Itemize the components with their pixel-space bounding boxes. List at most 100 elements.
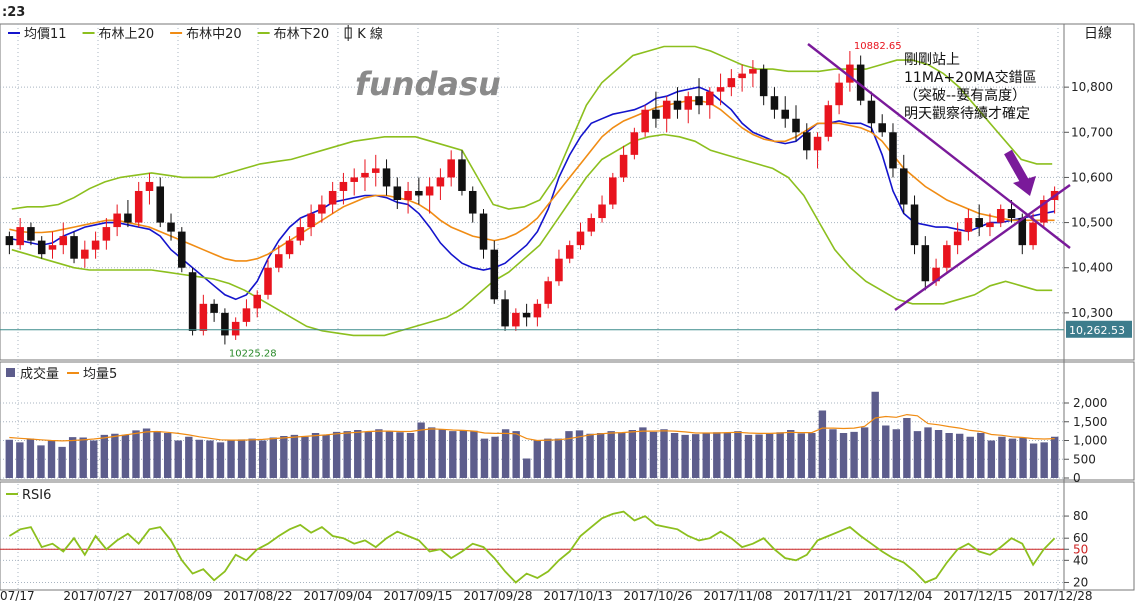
volume-bar xyxy=(575,430,584,478)
volume-bar xyxy=(713,432,721,478)
candle-body xyxy=(716,87,725,92)
candle-body xyxy=(382,168,391,187)
candle-body xyxy=(803,132,811,151)
candle-body xyxy=(328,190,337,205)
candle-body xyxy=(964,218,973,232)
volume-bar xyxy=(596,433,605,478)
date-tick-label: 2017/09/04 xyxy=(303,589,372,601)
volume-bar xyxy=(153,431,161,478)
volume-bar xyxy=(512,431,520,478)
candle-body xyxy=(770,96,779,110)
candle-body xyxy=(824,105,833,137)
candle-body xyxy=(188,272,197,331)
volume-bar xyxy=(417,422,425,478)
candle-body xyxy=(458,159,466,191)
date-tick-label: 2017/09/15 xyxy=(383,589,452,601)
candle-body xyxy=(1029,222,1037,246)
volume-bar xyxy=(776,432,784,478)
rsi-tick-label: 40 xyxy=(1073,553,1088,567)
candle-body xyxy=(813,136,822,151)
series-line xyxy=(11,133,1053,337)
candle-body xyxy=(339,181,348,191)
volume-bar xyxy=(966,436,974,478)
low-price-label: 10225.28 xyxy=(229,348,277,359)
series-line xyxy=(11,45,1053,210)
arrow-head xyxy=(1013,176,1036,196)
candle-body xyxy=(70,236,78,259)
volume-bar xyxy=(744,434,753,478)
candle-body xyxy=(835,82,843,106)
candle-body xyxy=(275,254,283,268)
candle-body xyxy=(490,249,499,300)
candle-body xyxy=(318,204,326,214)
volume-bar xyxy=(618,433,626,478)
candle-body xyxy=(37,240,46,255)
candle-body xyxy=(878,123,886,133)
volume-bar xyxy=(227,440,235,478)
volume-panel-frame xyxy=(0,361,1135,481)
candle-body xyxy=(706,91,714,106)
volume-bar xyxy=(755,434,763,478)
volume-bar xyxy=(639,427,647,478)
rsi-tick-label: 20 xyxy=(1073,575,1088,589)
volume-bar xyxy=(311,433,320,478)
volume-bar xyxy=(501,429,510,478)
candle-body xyxy=(576,231,585,246)
candle-body xyxy=(565,245,574,259)
volume-bar xyxy=(174,440,182,478)
arrow-shaft xyxy=(1004,149,1029,185)
volume-bar xyxy=(797,433,805,478)
price-legend: 均價11 布林上20 布林中20 布林下20 K 線 xyxy=(8,25,383,42)
candle-body xyxy=(91,240,100,250)
candle-body xyxy=(264,267,272,295)
volume-bar xyxy=(723,433,732,478)
candle-body xyxy=(16,227,24,246)
annotation-line: 11MA+20MA交錯區 xyxy=(904,69,1037,86)
volume-bar xyxy=(343,431,351,478)
volume-bar xyxy=(808,433,816,478)
volume-bar xyxy=(734,431,742,478)
volume-bars xyxy=(5,391,1059,478)
volume-bar xyxy=(68,437,77,478)
price-tick-label: 10,800 xyxy=(1071,80,1113,94)
volume-bar xyxy=(37,445,45,478)
candle-body xyxy=(425,186,434,196)
volume-bar xyxy=(332,431,341,478)
volume-bar xyxy=(185,436,193,478)
annotation-line: 明天觀察待續才確定 xyxy=(904,105,1030,122)
volume-tick-label: 1,000 xyxy=(1073,434,1107,448)
volume-bar xyxy=(670,433,679,478)
volume-bar xyxy=(818,410,827,478)
volume-bar xyxy=(945,433,953,478)
candle-body xyxy=(662,100,671,119)
date-axis: 07/17 2017/07/27 2017/08/09 2017/08/22 2017/… xyxy=(0,589,1093,603)
candle-body xyxy=(479,213,488,250)
volume-bar xyxy=(216,442,225,478)
candle-body xyxy=(587,218,596,232)
legend-label: 布林中20 xyxy=(186,27,242,42)
candle-body xyxy=(350,177,358,182)
rsi-panel-frame xyxy=(0,481,1135,591)
candle-body xyxy=(371,168,380,173)
volume-bar xyxy=(1040,442,1048,478)
candle-body xyxy=(641,109,649,133)
volume-ma-line xyxy=(9,413,1055,442)
volume-bar xyxy=(955,433,964,478)
volume-bar xyxy=(47,440,56,478)
volume-tick-label: 2,000 xyxy=(1073,396,1107,410)
volume-tick-label: 0 xyxy=(1073,471,1081,485)
volume-bar xyxy=(765,433,774,478)
rsi-tick-label: 80 xyxy=(1073,509,1088,523)
candle-body xyxy=(727,78,736,88)
legend-label: 均價11 xyxy=(24,27,67,42)
volume-bar xyxy=(480,438,489,478)
candle-body xyxy=(609,177,617,205)
volume-bar xyxy=(301,436,309,478)
volume-bar xyxy=(934,430,943,478)
candle-body xyxy=(285,240,294,255)
volume-bar xyxy=(438,429,446,478)
candle-body xyxy=(684,96,693,110)
candle-body xyxy=(361,172,369,178)
volume-bar xyxy=(850,431,858,478)
